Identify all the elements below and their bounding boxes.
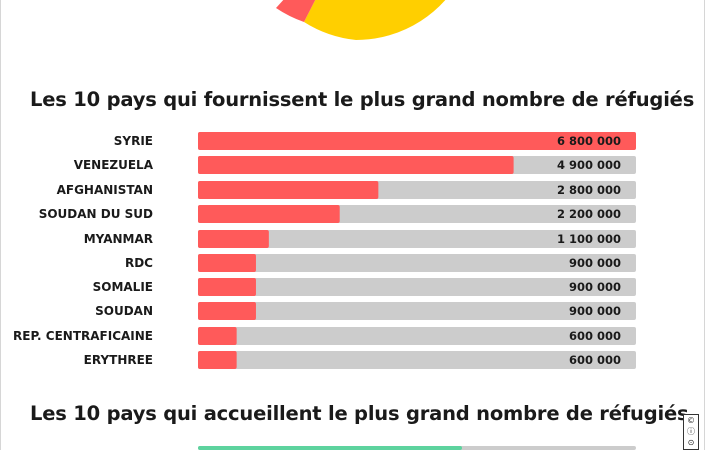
value-label: 900 000: [569, 304, 621, 318]
bar-track: [198, 327, 636, 345]
bar-track: [198, 230, 636, 248]
bar-value: [198, 302, 256, 320]
category-label: AFGHANISTAN: [57, 183, 153, 197]
value-label: 900 000: [569, 280, 621, 294]
bar-track: [198, 302, 636, 320]
category-label: SOUDAN DU SUD: [39, 207, 153, 221]
value-label: 600 000: [569, 353, 621, 367]
category-label: SOMALIE: [93, 280, 153, 294]
bar-value: [198, 156, 514, 174]
value-label: 2 200 000: [557, 207, 621, 221]
category-label: SOUDAN: [95, 304, 153, 318]
category-label: REP. CENTRAFICAINE: [13, 329, 153, 343]
bar-value: [198, 327, 237, 345]
bar-value: [198, 132, 636, 150]
value-label: 4 900 000: [557, 158, 621, 172]
bar-value: [198, 254, 256, 272]
section-title-hosts: Les 10 pays qui accueillent le plus gran…: [30, 402, 689, 425]
value-label: 2 800 000: [557, 183, 621, 197]
bar-value: [198, 205, 340, 223]
pie-slice-yellow-left: [304, 0, 356, 40]
bar-track: [198, 278, 636, 296]
category-label: VENEZUELA: [74, 158, 154, 172]
section-title-sources: Les 10 pays qui fournissent le plus gran…: [30, 88, 695, 111]
value-label: 600 000: [569, 329, 621, 343]
next-bar-value: [198, 446, 462, 450]
category-label: MYANMAR: [84, 232, 153, 246]
value-label: 900 000: [569, 256, 621, 270]
bar-value: [198, 351, 237, 369]
category-label: SYRIE: [114, 134, 153, 148]
value-label: 1 100 000: [557, 232, 621, 246]
bar-track: [198, 254, 636, 272]
cc-by-sa-icon: © ⓘ ⊙: [683, 414, 699, 450]
bar-value: [198, 278, 256, 296]
bar-value: [198, 181, 379, 199]
pie-slice-red: [276, 0, 316, 22]
category-label: ERYTHREE: [84, 353, 153, 367]
pie-slice-yellow: [356, 0, 446, 40]
bar-track: [198, 351, 636, 369]
pie-chart-fragment: [276, 0, 446, 40]
value-label: 6 800 000: [557, 134, 621, 148]
category-label: RDC: [125, 256, 153, 270]
bar-value: [198, 230, 269, 248]
